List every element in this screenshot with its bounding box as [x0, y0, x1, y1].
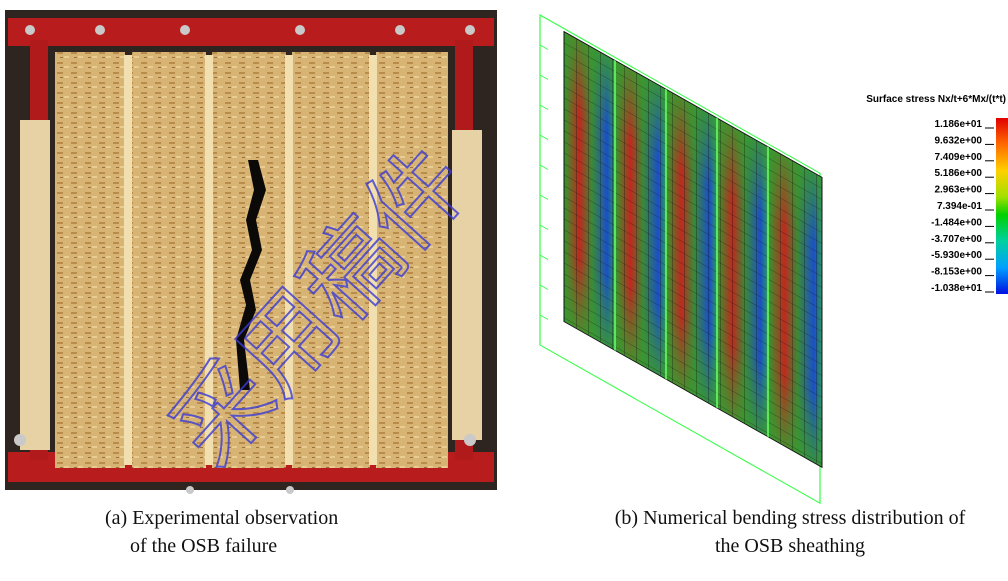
caption-a-line2: of the OSB failure: [130, 535, 277, 557]
legend-label: -5.930e+00: [931, 250, 982, 261]
fe-model: [540, 15, 822, 504]
legend-label: 7.394e-01: [937, 201, 982, 212]
legend-label: 2.963e+00: [934, 185, 982, 196]
legend-label: -1.484e+00: [931, 217, 982, 228]
legend-label: 7.409e+00: [934, 152, 982, 163]
caption-b-line2: the OSB sheathing: [715, 535, 865, 557]
caption-a-line1: (a) Experimental observation: [105, 507, 338, 529]
legend-label: 5.186e+00: [934, 168, 982, 179]
legend: Surface stress Nx/t+6*Mx/(t*t) 1.186e+01…: [866, 94, 1008, 294]
color-bar: [996, 118, 1008, 294]
legend-label: -8.153e+00: [931, 267, 982, 278]
legend-label: 1.186e+01: [934, 119, 982, 130]
caption-b-line1: (b) Numerical bending stress distributio…: [615, 507, 966, 529]
legend-title: Surface stress Nx/t+6*Mx/(t*t): [866, 94, 1006, 105]
legend-label: -3.707e+00: [931, 234, 982, 245]
legend-label: 9.632e+00: [934, 135, 982, 146]
figure: 采用稿件 Surface stress Nx/t+6*Mx/(t*t) 1.18…: [0, 0, 1008, 581]
legend-label: -1.038e+01: [931, 283, 982, 294]
